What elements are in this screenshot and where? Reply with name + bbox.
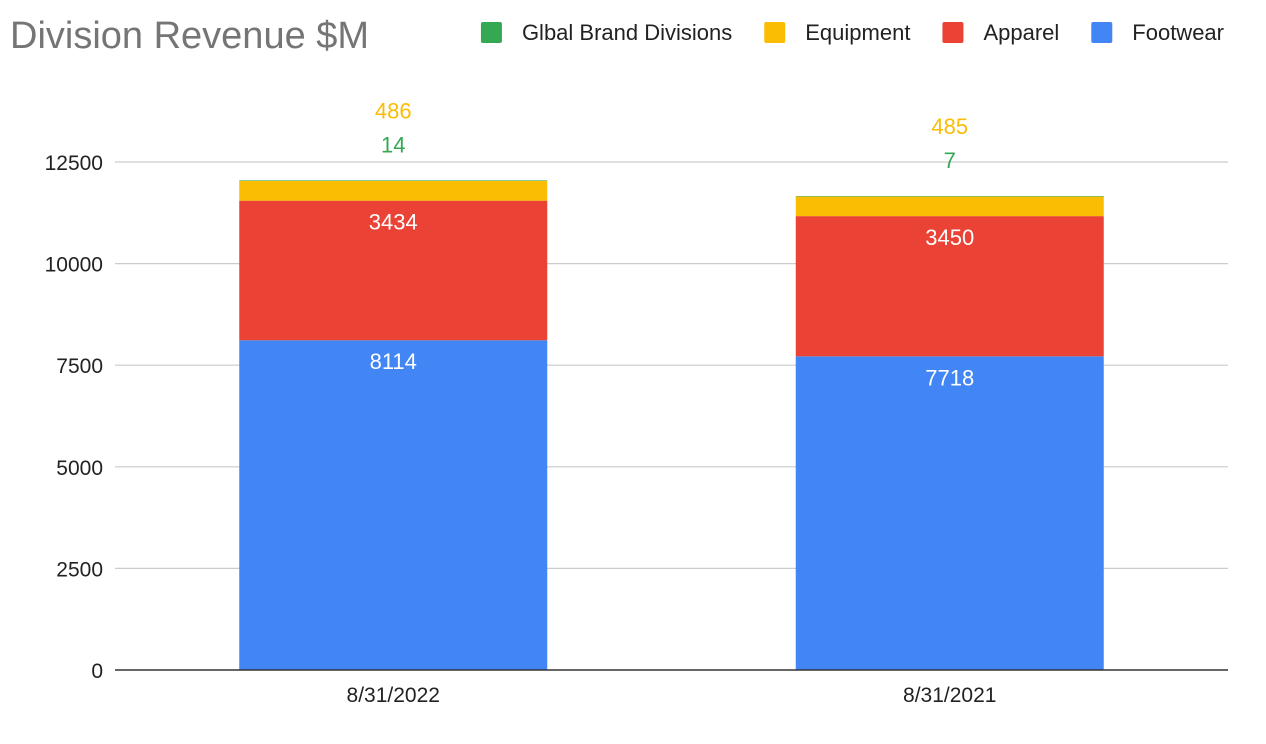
y-tick-label: 2500: [56, 558, 103, 581]
legend-label: Footwear: [1132, 20, 1224, 45]
data-label: 3450: [925, 225, 974, 250]
data-label: 8114: [370, 349, 417, 374]
legend-item: Footwear: [1091, 20, 1224, 45]
legend-item: Equipment: [764, 20, 910, 45]
data-label: 3434: [369, 210, 418, 235]
x-tick-label: 8/31/2022: [347, 684, 440, 707]
data-labels: 8114 3434 486 14 7718 3450 485 7: [369, 98, 974, 390]
bar-segment: [239, 180, 548, 181]
x-axis: 8/31/2022 8/31/2021: [115, 669, 1228, 707]
y-tick-label: 0: [91, 660, 103, 683]
bar-segment: [795, 356, 1104, 670]
legend-swatch: [480, 22, 502, 43]
legend-label: Equipment: [805, 20, 910, 45]
y-tick-label: 7500: [56, 355, 103, 378]
data-label: 7718: [925, 365, 974, 390]
data-label: 14: [381, 132, 405, 157]
chart-legend: Glbal Brand Divisions Equipment Apparel Foo…: [480, 20, 1224, 45]
bar-segment: [795, 196, 1104, 217]
y-tick-label: 5000: [56, 457, 103, 480]
bar-segment: [239, 200, 548, 341]
bar-segment: [795, 196, 1104, 197]
legend-label: Glbal Brand Divisions: [522, 20, 732, 45]
data-label: 485: [931, 114, 968, 139]
bar-segment: [795, 216, 1104, 357]
data-label: 486: [375, 98, 412, 123]
y-tick-label: 12500: [45, 152, 103, 175]
bar-segment: [239, 340, 548, 670]
legend-item: Glbal Brand Divisions: [480, 20, 732, 45]
y-tick-label: 10000: [45, 254, 103, 277]
legend-swatch: [942, 22, 964, 43]
bar-segment: [239, 180, 548, 201]
legend-swatch: [1091, 22, 1113, 43]
legend-label: Apparel: [983, 20, 1059, 45]
x-tick-label: 8/31/2021: [903, 684, 996, 707]
legend-swatch: [764, 22, 786, 43]
bars: [239, 180, 1104, 670]
legend-item: Apparel: [942, 20, 1059, 45]
y-axis: 0 2500 5000 7500 10000 12500: [45, 152, 103, 683]
data-label: 7: [944, 148, 956, 173]
chart-title: Division Revenue $M: [10, 15, 369, 57]
